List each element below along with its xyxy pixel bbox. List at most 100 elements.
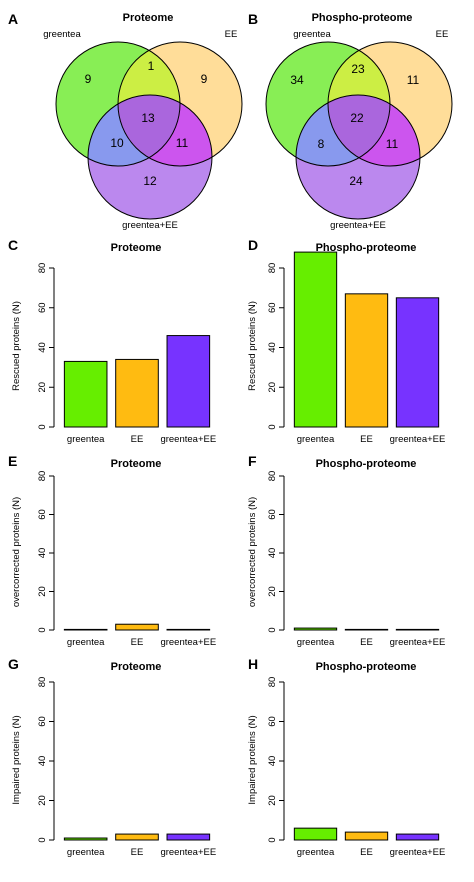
chart-d-category-label: EE [360, 434, 373, 445]
bar-marks: 0 20 40 60 80 greentea EE greentea+EE 0 20 40 60 80 g… [37, 251, 446, 858]
chart-h-bar [293, 827, 338, 841]
venn-panel-b: B Phospho-proteome greentea EE greentea+… [248, 11, 453, 231]
panel-letter-g: G [8, 656, 19, 672]
chart-c-y-tick-label: 20 [37, 382, 48, 393]
chart-g-bar [166, 833, 211, 841]
chart-d-y-tick-label: 40 [267, 342, 278, 353]
chart-h-y-tick-label: 40 [267, 756, 278, 767]
chart-g-bar [115, 833, 159, 841]
venn-b-label-combo: greentea+EE [330, 220, 386, 231]
chart-f-title: Phospho-proteome [316, 458, 417, 470]
chart-c-y-tick-label: 0 [37, 424, 48, 429]
panel-letter-c: C [8, 237, 18, 253]
venn-a-count-ee-combo: 11 [176, 136, 189, 150]
chart-g-y-tick-label: 20 [37, 795, 48, 806]
venn-a-count-all: 13 [141, 111, 155, 125]
chart-h-bar [344, 831, 389, 841]
panel-letter-b: B [248, 11, 258, 27]
chart-f-y-tick-label: 20 [267, 586, 278, 597]
venn-b-count-ee-only: 11 [407, 73, 420, 87]
chart-g-y-tick-label: 40 [37, 756, 48, 767]
venn-b-label-greentea: greentea [293, 29, 331, 40]
chart-g-category-label: greentea+EE [160, 847, 216, 858]
chart-e-y-tick-label: 80 [37, 471, 48, 482]
chart-f-bar [395, 628, 440, 631]
chart-c-category-label: EE [131, 434, 144, 445]
chart-c-y-tick-label: 80 [37, 263, 48, 274]
chart-f-y-tick-label: 80 [267, 471, 278, 482]
bar-panel-g: G Proteome Impaired proteins (N) [8, 656, 161, 805]
chart-e-bar [166, 628, 211, 631]
chart-d-bar [344, 293, 389, 428]
venn-a-count-combo-only: 12 [143, 174, 157, 188]
chart-c-bar [166, 335, 211, 428]
venn-a-count-ee-only: 9 [201, 72, 208, 86]
chart-e-y-tick-label: 20 [37, 586, 48, 597]
chart-h-y-tick-label: 80 [267, 677, 278, 688]
chart-e-y-tick-label: 0 [37, 627, 48, 632]
venn-b-label-ee: EE [436, 29, 449, 40]
bar-panel-f: F Phospho-proteome overcorrected protein… [247, 453, 416, 607]
chart-c-bar [115, 358, 159, 428]
panel-letter-h: H [248, 656, 258, 672]
venn-a-count-greentea-combo: 10 [110, 136, 124, 150]
venn-a-outline-greentea [55, 41, 181, 167]
chart-e-category-label: EE [131, 637, 144, 648]
venn-b-count-greentea-only: 34 [290, 73, 304, 87]
chart-e-y-tick-label: 60 [37, 509, 48, 520]
chart-h-title: Phospho-proteome [316, 661, 417, 673]
chart-g-bar [63, 837, 108, 841]
venn-a-label-greentea: greentea [43, 29, 81, 40]
venn-b-count-greentea-combo: 8 [318, 137, 325, 151]
panel-letter-d: D [248, 237, 258, 253]
chart-d-category-label: greentea+EE [390, 434, 446, 445]
chart-e-category-label: greentea [67, 637, 105, 648]
panel-letter-e: E [8, 453, 17, 469]
chart-h-category-label: greentea [297, 847, 335, 858]
chart-c-title: Proteome [111, 242, 162, 254]
bar-panel-h: H Phospho-proteome Impaired proteins (N) [247, 656, 416, 805]
chart-f-y-tick-label: 60 [267, 509, 278, 520]
chart-e-category-label: greentea+EE [160, 637, 216, 648]
chart-f-bar [293, 627, 338, 631]
panel-letter-a: A [8, 11, 18, 27]
bar-panel-c: C Proteome Rescued proteins (N) [8, 237, 161, 391]
bar-panel-e: E Proteome overcorrected proteins (N) [8, 453, 161, 607]
chart-e-ylabel: overcorrected proteins (N) [11, 497, 22, 607]
chart-h-category-label: EE [360, 847, 373, 858]
chart-g-category-label: EE [131, 847, 144, 858]
chart-f-category-label: greentea+EE [390, 637, 446, 648]
chart-h-ylabel: Impaired proteins (N) [247, 715, 258, 804]
chart-f-y-tick-label: 40 [267, 548, 278, 559]
chart-e-bar [115, 623, 159, 631]
venn-a-count-greentea-ee: 1 [148, 59, 155, 73]
chart-f-category-label: EE [360, 637, 373, 648]
chart-f-y-tick-label: 0 [267, 627, 278, 632]
chart-e-title: Proteome [111, 458, 162, 470]
chart-g-y-tick-label: 0 [37, 837, 48, 842]
chart-h-y-tick-label: 20 [267, 795, 278, 806]
chart-f-bar [344, 628, 389, 631]
bar-panel-d: D Phospho-proteome Rescued proteins (N) [247, 237, 416, 391]
chart-d-category-label: greentea [297, 434, 335, 445]
panel-letter-f: F [248, 453, 257, 469]
chart-g-y-tick-label: 60 [37, 716, 48, 727]
chart-c-bar [63, 360, 108, 428]
venn-b-count-greentea-ee: 23 [351, 62, 365, 76]
chart-c-ylabel: Rescued proteins (N) [11, 301, 22, 391]
chart-h-y-tick-label: 0 [267, 837, 278, 842]
chart-g-y-tick-label: 80 [37, 677, 48, 688]
chart-d-bar [293, 251, 338, 428]
venn-b-count-combo-only: 24 [349, 174, 363, 188]
chart-c-y-tick-label: 60 [37, 302, 48, 313]
chart-h-bar [395, 833, 440, 841]
chart-d-y-tick-label: 60 [267, 302, 278, 313]
chart-f-ylabel: overcorrected proteins (N) [247, 497, 258, 607]
venn-a-title: Proteome [123, 12, 174, 24]
chart-d-bar [395, 297, 440, 428]
chart-f-category-label: greentea [297, 637, 335, 648]
chart-g-title: Proteome [111, 661, 162, 673]
chart-g-ylabel: Impaired proteins (N) [11, 715, 22, 804]
venn-a-count-greentea-only: 9 [85, 72, 92, 86]
